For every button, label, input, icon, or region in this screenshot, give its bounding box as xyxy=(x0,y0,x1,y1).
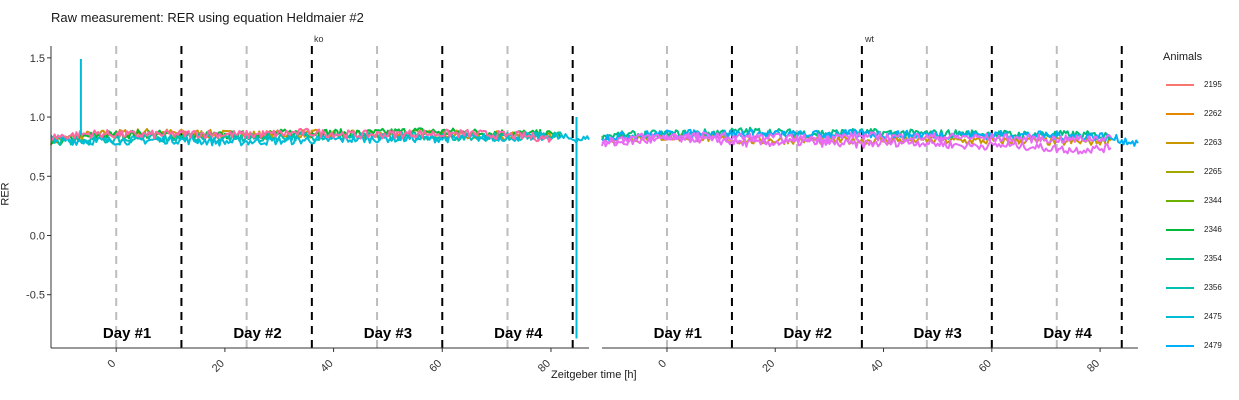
legend-item-2475: 2475 xyxy=(1163,302,1222,331)
legend-key xyxy=(1166,141,1194,144)
legend-key xyxy=(1166,199,1194,202)
series-line-ko-4 xyxy=(50,127,552,143)
legend-item-2479: 2479 xyxy=(1163,331,1222,360)
x-tick-label: 60 xyxy=(977,358,994,375)
legend-item-2265: 2265 xyxy=(1163,157,1222,186)
day-label: Day #1 xyxy=(103,325,151,342)
day-label: Day #2 xyxy=(233,325,281,342)
series-line-wt-4 xyxy=(601,131,1112,145)
x-tick-label: 80 xyxy=(536,358,553,375)
legend-item-2344: 2344 xyxy=(1163,186,1222,215)
legend-title: Animals xyxy=(1163,51,1203,63)
day-label: Day #3 xyxy=(913,325,961,342)
legend-item-2346: 2346 xyxy=(1163,215,1222,244)
legend-key xyxy=(1166,257,1194,260)
legend-key xyxy=(1166,344,1194,347)
x-tick-label: 0 xyxy=(106,358,119,371)
legend-key xyxy=(1166,286,1194,289)
x-tick-label: 60 xyxy=(427,358,444,375)
y-tick-label: 1.0 xyxy=(30,112,45,124)
legend-key xyxy=(1166,112,1194,115)
legend-label: 2475 xyxy=(1204,312,1222,321)
chart-title: Raw measurement: RER using equation Held… xyxy=(51,10,364,25)
day-label: Day #3 xyxy=(364,325,412,342)
x-tick-label: 40 xyxy=(869,358,886,375)
legend-label: 2346 xyxy=(1204,225,1222,234)
legend-items: 2195 2262 2263 2265 2344 2346 2354 2356 2475 2479 xyxy=(1163,70,1222,360)
legend-label: 2265 xyxy=(1204,167,1222,176)
y-tick-label: -0.5 xyxy=(26,290,45,302)
facet-label-ko: ko xyxy=(314,34,324,44)
day-label: Day #2 xyxy=(784,325,832,342)
y-tick-label: 0.0 xyxy=(30,230,45,242)
day-label: Day #4 xyxy=(494,325,543,342)
legend-label: 2354 xyxy=(1204,254,1222,263)
legend-label: 2262 xyxy=(1204,109,1222,118)
legend-item-2356: 2356 xyxy=(1163,273,1222,302)
day-label: Day #4 xyxy=(1043,325,1092,342)
legend-item-2354: 2354 xyxy=(1163,244,1222,273)
legend-key xyxy=(1166,83,1194,86)
legend-label: 2344 xyxy=(1204,196,1222,205)
day-label: Day #1 xyxy=(654,325,702,342)
x-axis-title: Zeitgeber time [h] xyxy=(551,369,637,381)
legend-label: 2479 xyxy=(1204,341,1222,350)
series-line-ko-3 xyxy=(50,132,590,147)
legend-key xyxy=(1166,315,1194,318)
facet-label-wt: wt xyxy=(865,34,874,44)
legend-item-2262: 2262 xyxy=(1163,99,1222,128)
legend-key xyxy=(1166,170,1194,173)
y-tick-label: 0.5 xyxy=(30,171,45,183)
x-tick-label: 20 xyxy=(760,358,777,375)
x-tick-label: 0 xyxy=(656,358,669,371)
legend-label: 2356 xyxy=(1204,283,1222,292)
x-tick-label: 80 xyxy=(1085,358,1102,375)
legend-key xyxy=(1166,228,1194,231)
legend-item-2195: 2195 xyxy=(1163,70,1222,99)
legend: Animals 2195 2262 2263 2265 2344 2346 2354 2356… xyxy=(1163,51,1222,360)
x-tick-label: 40 xyxy=(319,358,336,375)
x-tick-label: 20 xyxy=(210,358,227,375)
legend-item-2263: 2263 xyxy=(1163,128,1222,157)
legend-label: 2195 xyxy=(1204,80,1222,89)
legend-label: 2263 xyxy=(1204,138,1222,147)
y-tick-label: 1.5 xyxy=(30,53,45,65)
